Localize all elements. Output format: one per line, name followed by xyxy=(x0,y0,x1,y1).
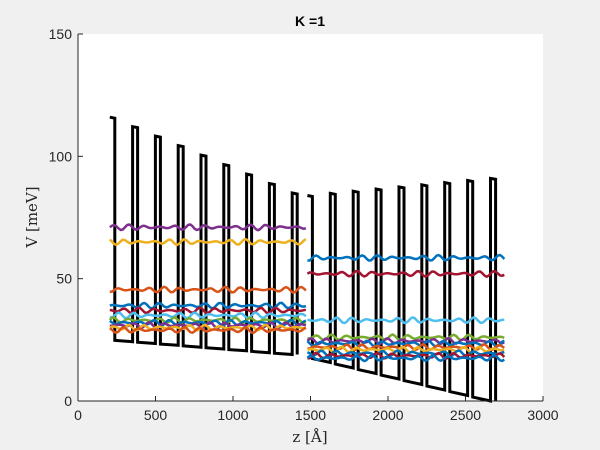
energy-level-line xyxy=(109,223,307,232)
x-axis-label: z [Å] xyxy=(292,428,327,446)
energy-level-line xyxy=(109,311,307,320)
energy-level-line xyxy=(108,237,307,247)
energy-level-line xyxy=(109,285,307,294)
energy-levels xyxy=(108,223,506,363)
x-tick-label: 1500 xyxy=(295,407,326,423)
potential-segment xyxy=(307,176,498,403)
energy-level-line xyxy=(307,253,506,262)
x-tick-label: 2500 xyxy=(450,407,481,423)
y-tick-label: 150 xyxy=(49,26,73,42)
energy-level-line xyxy=(306,354,505,363)
x-tick-label: 2000 xyxy=(372,407,403,423)
y-axis-label: V [meV] xyxy=(23,186,41,248)
energy-level-line xyxy=(109,325,307,335)
potential-segment xyxy=(109,115,299,357)
y-tick-label: 50 xyxy=(56,271,72,287)
energy-level-line xyxy=(306,269,505,278)
energy-level-line xyxy=(109,320,307,330)
x-tick-label: 1000 xyxy=(217,407,248,423)
x-tick-label: 3000 xyxy=(527,407,558,423)
x-ticks: 0 500 1000 1500 2000 2500 3000 xyxy=(74,396,559,423)
chart-title: K =1 xyxy=(295,13,325,29)
y-ticks: 0 50 100 150 xyxy=(49,26,83,409)
energy-level-line xyxy=(307,316,505,325)
energy-level-line xyxy=(306,339,505,348)
y-tick-label: 100 xyxy=(49,148,73,164)
x-tick-label: 500 xyxy=(144,407,168,423)
x-tick-label: 0 xyxy=(74,407,82,423)
y-tick-label: 0 xyxy=(64,393,72,409)
potential-profile xyxy=(109,115,498,403)
